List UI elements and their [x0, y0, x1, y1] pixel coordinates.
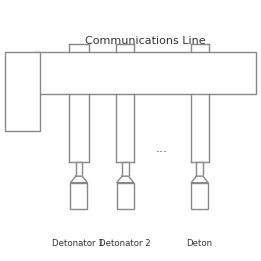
- Polygon shape: [191, 176, 208, 183]
- Text: ...: ...: [156, 142, 168, 155]
- Polygon shape: [117, 176, 134, 183]
- Bar: [122, 162, 129, 176]
- Bar: [191, 183, 208, 209]
- Text: Deton: Deton: [187, 239, 213, 248]
- Polygon shape: [70, 176, 87, 183]
- Bar: [196, 162, 203, 176]
- Text: Detonator 2: Detonator 2: [99, 239, 151, 248]
- Bar: [5, 52, 40, 130]
- Bar: [34, 52, 256, 94]
- Text: Communications Line: Communications Line: [85, 36, 205, 46]
- Bar: [117, 183, 134, 209]
- Text: Detonator 1: Detonator 1: [52, 239, 104, 248]
- Bar: [70, 183, 87, 209]
- Bar: [76, 162, 82, 176]
